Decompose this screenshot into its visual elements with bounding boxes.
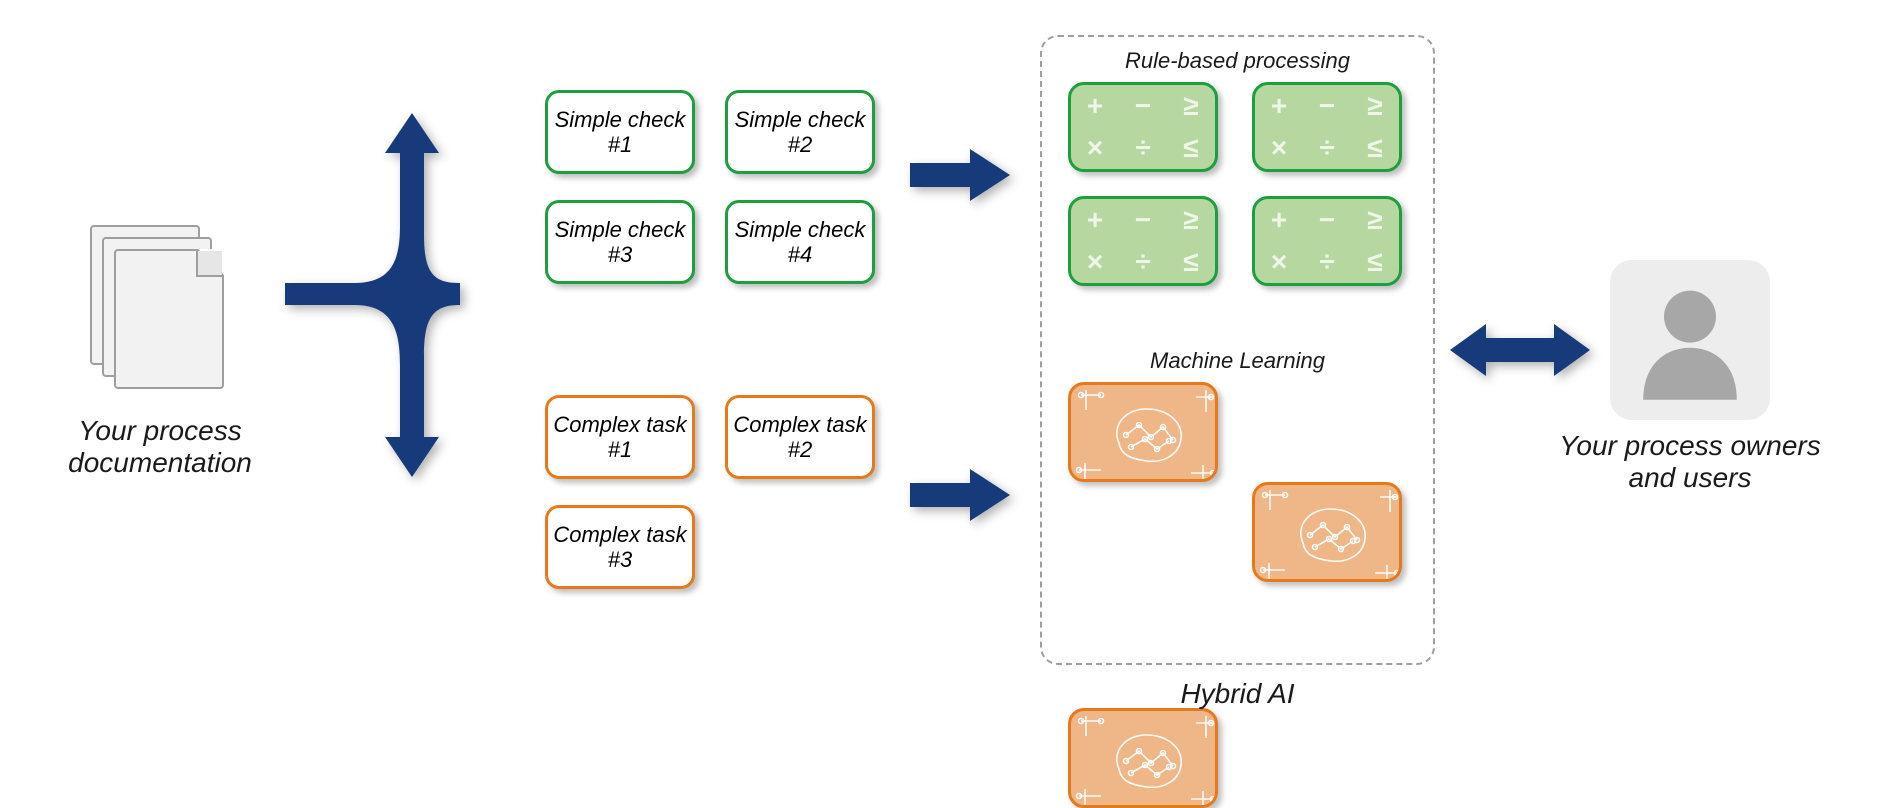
arrow-right-icon [910,145,1010,205]
ml-tile [1068,382,1218,482]
branch-arrow-icon [285,105,515,495]
rule-tile: +−≥ ×÷≤ [1068,82,1218,172]
right-caption: Your process owners and users [1540,430,1840,494]
rule-section-title: Rule-based processing [1040,48,1435,74]
diagram-stage: Your process documentation Simple check … [0,0,1886,761]
simple-check-box: Simple check #1 [545,90,695,174]
double-arrow-icon [1450,320,1590,380]
person-icon [1625,275,1755,405]
complex-task-box: Complex task #2 [725,395,875,479]
complex-task-label: Complex task #2 [728,412,872,463]
rule-tile: +−≥ ×÷≤ [1252,196,1402,286]
complex-task-label: Complex task #1 [548,412,692,463]
ml-tile [1252,482,1402,582]
rule-tile: +−≥ ×÷≤ [1068,196,1218,286]
arrow-right-icon [910,465,1010,525]
complex-task-label: Complex task #3 [548,522,692,573]
simple-check-label: Simple check #1 [548,107,692,158]
documents-icon [90,225,230,395]
brain-circuit-icon [1255,485,1402,582]
ml-section-title: Machine Learning [1040,348,1435,374]
left-caption: Your process documentation [30,415,290,479]
simple-check-box: Simple check #2 [725,90,875,174]
simple-check-box: Simple check #4 [725,200,875,284]
simple-check-box: Simple check #3 [545,200,695,284]
rule-tile: +−≥ ×÷≤ [1252,82,1402,172]
ml-tile [1068,708,1218,808]
complex-task-box: Complex task #1 [545,395,695,479]
simple-check-label: Simple check #3 [548,217,692,268]
simple-check-label: Simple check #2 [728,107,872,158]
user-avatar-box [1610,260,1770,420]
simple-check-label: Simple check #4 [728,217,872,268]
hybrid-ai-label: Hybrid AI [1040,678,1435,710]
brain-circuit-icon [1071,385,1218,482]
complex-task-box: Complex task #3 [545,505,695,589]
brain-circuit-icon [1071,711,1218,808]
